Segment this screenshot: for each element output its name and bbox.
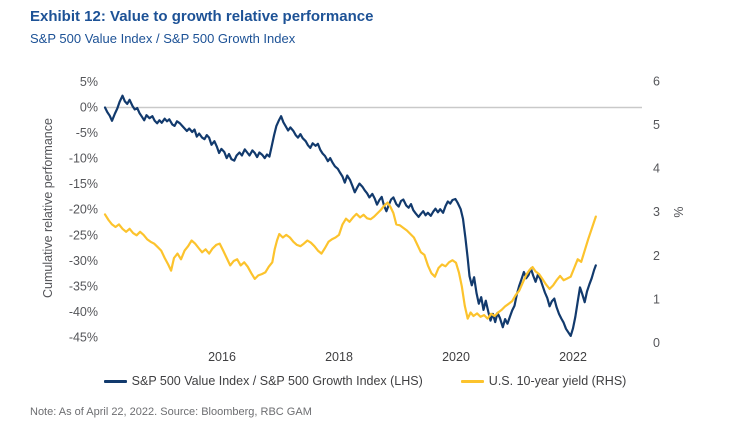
left-axis-tick: -40%	[69, 305, 98, 319]
right-axis-tick: 5	[653, 118, 660, 132]
right-axis-tick: 1	[653, 292, 660, 306]
chart-subtitle: S&P 500 Value Index / S&P 500 Growth Ind…	[30, 31, 296, 46]
value-growth-line	[103, 94, 597, 337]
legend-label-yield: U.S. 10-year yield (RHS)	[488, 374, 627, 388]
right-axis-tick: 3	[653, 205, 660, 219]
x-axis-tick: 2016	[208, 350, 236, 364]
left-axis-tick: 0%	[80, 101, 98, 115]
left-axis-tick: 5%	[80, 75, 98, 89]
right-axis-tick: 2	[653, 249, 660, 263]
yield-line-swatch	[460, 379, 484, 383]
right-axis-tick: 6	[653, 74, 660, 88]
left-axis-tick: -45%	[69, 330, 98, 344]
legend-item-yield: U.S. 10-year yield (RHS)	[460, 374, 627, 388]
legend-label-value-index: S&P 500 Value Index / S&P 500 Growth Ind…	[131, 374, 423, 388]
left-axis-tick: -20%	[69, 203, 98, 217]
ten-year-yield-line	[103, 201, 597, 320]
left-axis-tick: -5%	[76, 126, 98, 140]
left-axis-tick: -35%	[69, 279, 98, 293]
right-axis-tick: 4	[653, 162, 660, 176]
left-axis-tick: -10%	[69, 152, 98, 166]
value-line-swatch	[103, 379, 127, 383]
legend-item-value-index: S&P 500 Value Index / S&P 500 Growth Ind…	[103, 374, 423, 388]
x-axis-tick: 2020	[442, 350, 470, 364]
x-axis-tick: 2022	[559, 350, 587, 364]
page-title: Exhibit 12: Value to growth relative per…	[30, 8, 374, 25]
x-axis-tick: 2018	[325, 350, 353, 364]
source-note: Note: As of April 22, 2022. Source: Bloo…	[30, 406, 312, 418]
right-axis-title: %	[672, 206, 686, 218]
left-axis-tick: -15%	[69, 177, 98, 191]
right-axis-tick: 0	[653, 336, 660, 350]
left-axis-title: Cumulative relative performance	[41, 118, 55, 298]
left-axis-tick: -25%	[69, 228, 98, 242]
left-axis-tick: -30%	[69, 254, 98, 268]
chart-legend: S&P 500 Value Index / S&P 500 Growth Ind…	[0, 374, 730, 388]
